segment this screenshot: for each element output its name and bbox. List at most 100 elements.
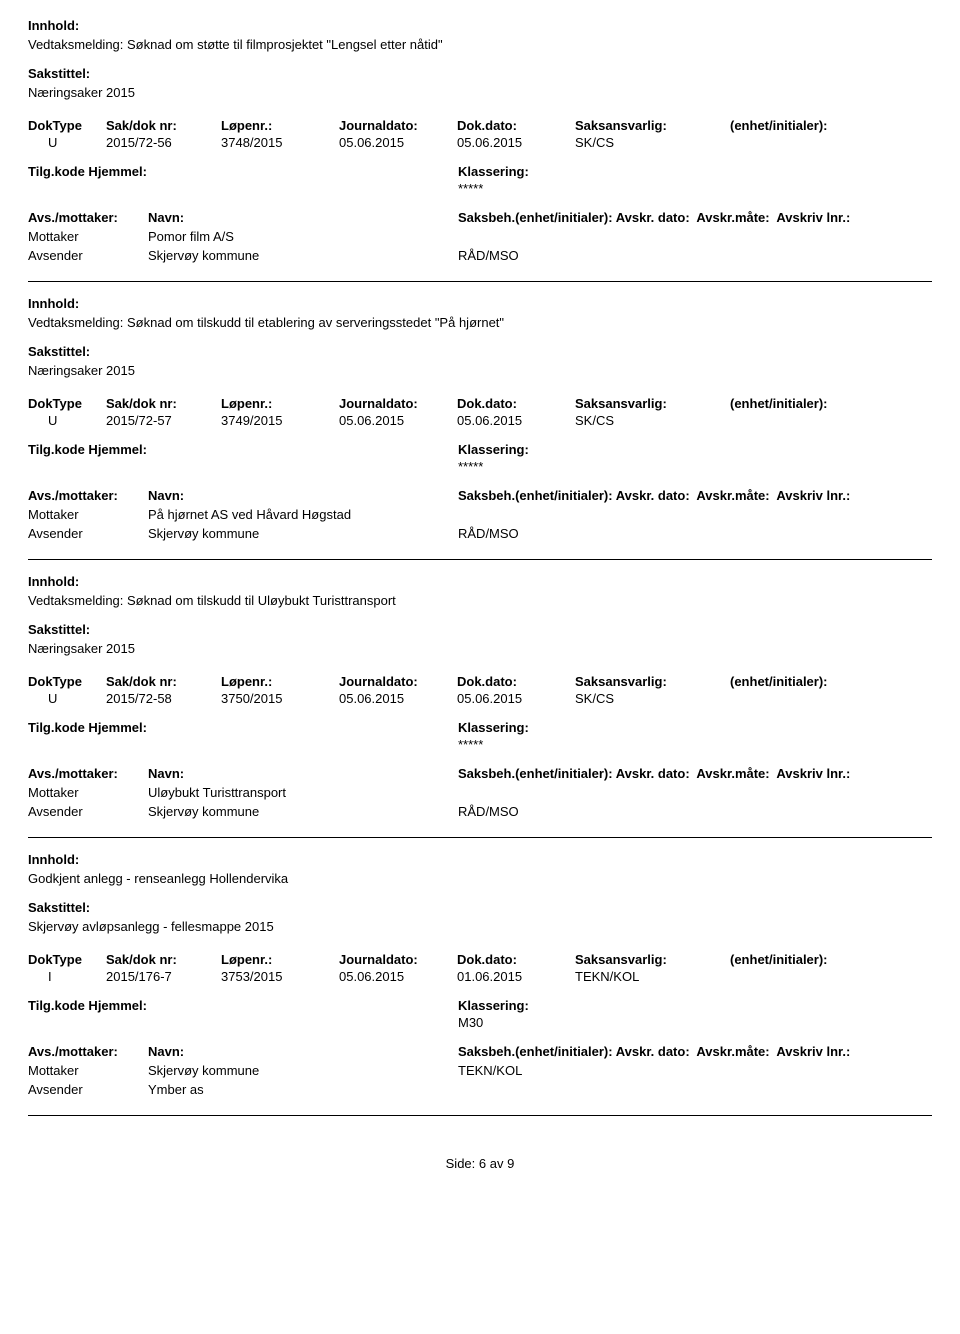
party-row: Mottaker Pomor film A/S <box>28 229 932 244</box>
sakstittel-text: Næringsaker 2015 <box>28 85 135 100</box>
party-role: Mottaker <box>28 507 148 522</box>
lopenr-label: Løpenr.: <box>221 396 339 411</box>
party-role: Mottaker <box>28 229 148 244</box>
sakdok-label: Sak/dok nr: <box>106 118 221 133</box>
meta-value-row: I 2015/176-7 3753/2015 05.06.2015 01.06.… <box>28 969 932 984</box>
meta-header-row: DokType Sak/dok nr: Løpenr.: Journaldato… <box>28 952 932 967</box>
doktype-value: I <box>28 969 106 984</box>
record: Innhold: Vedtaksmelding: Søknad om tilsk… <box>28 296 932 560</box>
party-row: Avsender Ymber as <box>28 1082 932 1097</box>
journaldato-label: Journaldato: <box>339 396 457 411</box>
innhold-label: Innhold: <box>28 296 932 311</box>
enhet-value <box>730 413 860 428</box>
innhold-text: Vedtaksmelding: Søknad om støtte til fil… <box>28 37 443 52</box>
tilg-value <box>28 1015 458 1030</box>
innhold-label: Innhold: <box>28 18 932 33</box>
enhet-label: (enhet/initialer): <box>730 952 860 967</box>
sakstittel-label: Sakstittel: <box>28 66 932 81</box>
innhold-block: Innhold: Vedtaksmelding: Søknad om tilsk… <box>28 296 932 330</box>
saksansvarlig-value: SK/CS <box>575 135 730 150</box>
party-row: Avsender Skjervøy kommune RÅD/MSO <box>28 526 932 541</box>
party-name: Uløybukt Turisttransport <box>148 785 458 800</box>
avsmottaker-label: Avs./mottaker: <box>28 210 148 225</box>
party-role: Avsender <box>28 526 148 541</box>
navn-label: Navn: <box>148 488 458 503</box>
journaldato-label: Journaldato: <box>339 118 457 133</box>
saksansvarlig-label: Saksansvarlig: <box>575 118 730 133</box>
party-saksbeh: TEKN/KOL <box>458 1063 932 1078</box>
dokdato-label: Dok.dato: <box>457 952 575 967</box>
party-name: Skjervøy kommune <box>148 248 458 263</box>
tilg-hjemmel-label: Tilg.kode Hjemmel: <box>28 720 458 735</box>
party-name: På hjørnet AS ved Håvard Høgstad <box>148 507 458 522</box>
saksansvarlig-value: SK/CS <box>575 691 730 706</box>
innhold-text: Vedtaksmelding: Søknad om tilskudd til U… <box>28 593 396 608</box>
doktype-label: DokType <box>28 118 106 133</box>
innhold-text: Vedtaksmelding: Søknad om tilskudd til e… <box>28 315 504 330</box>
journaldato-value: 05.06.2015 <box>339 413 457 428</box>
dokdato-label: Dok.dato: <box>457 396 575 411</box>
innhold-text: Godkjent anlegg - renseanlegg Hollenderv… <box>28 871 288 886</box>
enhet-value <box>730 135 860 150</box>
saksbeh-labels: Saksbeh.(enhet/initialer): Avskr. dato: … <box>458 488 932 503</box>
party-saksbeh <box>458 507 932 522</box>
journaldato-label: Journaldato: <box>339 952 457 967</box>
dokdato-label: Dok.dato: <box>457 118 575 133</box>
navn-label: Navn: <box>148 210 458 225</box>
journaldato-value: 05.06.2015 <box>339 135 457 150</box>
sakstittel-text: Næringsaker 2015 <box>28 641 135 656</box>
party-saksbeh <box>458 785 932 800</box>
sakdok-value: 2015/72-58 <box>106 691 221 706</box>
klassering-value-row: ***** <box>28 737 932 752</box>
meta-value-row: U 2015/72-57 3749/2015 05.06.2015 05.06.… <box>28 413 932 428</box>
enhet-label: (enhet/initialer): <box>730 396 860 411</box>
party-row: Avsender Skjervøy kommune RÅD/MSO <box>28 804 932 819</box>
meta-value-row: U 2015/72-56 3748/2015 05.06.2015 05.06.… <box>28 135 932 150</box>
avsmottaker-label: Avs./mottaker: <box>28 766 148 781</box>
side-label: Side: <box>446 1156 476 1171</box>
navn-label: Navn: <box>148 766 458 781</box>
party-saksbeh: RÅD/MSO <box>458 804 932 819</box>
total-pages: 9 <box>507 1156 514 1171</box>
doktype-value: U <box>28 413 106 428</box>
records-list: Innhold: Vedtaksmelding: Søknad om støtt… <box>28 18 932 1116</box>
lopenr-label: Løpenr.: <box>221 952 339 967</box>
party-header-row: Avs./mottaker: Navn: Saksbeh.(enhet/init… <box>28 766 932 781</box>
saksansvarlig-label: Saksansvarlig: <box>575 396 730 411</box>
party-header-row: Avs./mottaker: Navn: Saksbeh.(enhet/init… <box>28 1044 932 1059</box>
lopenr-value: 3749/2015 <box>221 413 339 428</box>
tilg-row: Tilg.kode Hjemmel: Klassering: <box>28 164 932 179</box>
klassering-value: M30 <box>458 1015 483 1030</box>
dokdato-value: 01.06.2015 <box>457 969 575 984</box>
party-row: Avsender Skjervøy kommune RÅD/MSO <box>28 248 932 263</box>
journaldato-value: 05.06.2015 <box>339 691 457 706</box>
klassering-value-row: ***** <box>28 181 932 196</box>
av-label: av <box>490 1156 504 1171</box>
meta-header-row: DokType Sak/dok nr: Løpenr.: Journaldato… <box>28 674 932 689</box>
innhold-label: Innhold: <box>28 852 932 867</box>
sakstittel-label: Sakstittel: <box>28 622 932 637</box>
enhet-value <box>730 969 860 984</box>
klassering-value-row: ***** <box>28 459 932 474</box>
page-number: 6 <box>479 1156 486 1171</box>
tilg-row: Tilg.kode Hjemmel: Klassering: <box>28 720 932 735</box>
journaldato-value: 05.06.2015 <box>339 969 457 984</box>
klassering-label: Klassering: <box>458 720 529 735</box>
avsmottaker-label: Avs./mottaker: <box>28 488 148 503</box>
lopenr-label: Løpenr.: <box>221 118 339 133</box>
tilg-value <box>28 737 458 752</box>
party-row: Mottaker Skjervøy kommune TEKN/KOL <box>28 1063 932 1078</box>
doktype-label: DokType <box>28 952 106 967</box>
sakstittel-text: Næringsaker 2015 <box>28 363 135 378</box>
journaldato-label: Journaldato: <box>339 674 457 689</box>
dokdato-label: Dok.dato: <box>457 674 575 689</box>
sakdok-value: 2015/72-57 <box>106 413 221 428</box>
party-role: Avsender <box>28 804 148 819</box>
klassering-label: Klassering: <box>458 164 529 179</box>
navn-label: Navn: <box>148 1044 458 1059</box>
doktype-value: U <box>28 135 106 150</box>
klassering-value-row: M30 <box>28 1015 932 1030</box>
innhold-block: Innhold: Vedtaksmelding: Søknad om tilsk… <box>28 574 932 608</box>
enhet-value <box>730 691 860 706</box>
dokdato-value: 05.06.2015 <box>457 691 575 706</box>
